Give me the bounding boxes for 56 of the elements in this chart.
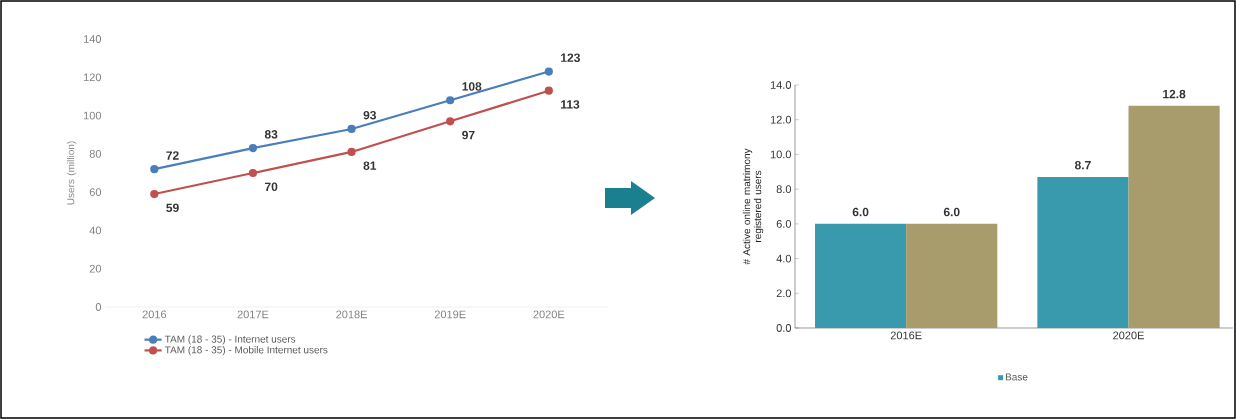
- point: [544, 86, 553, 95]
- point: [446, 96, 455, 105]
- bar: [815, 223, 907, 328]
- legend-label: TAM (18 - 35) - Internet users: [164, 335, 296, 345]
- y-tick-label: 0: [95, 303, 102, 311]
- point: [150, 165, 159, 174]
- y-tick-label: 10.0: [770, 150, 792, 159]
- data-label: 12.8: [1163, 89, 1186, 99]
- x-tick-label: 2020E: [1113, 331, 1144, 340]
- y-tick-label: 4.0: [776, 254, 792, 263]
- y-tick-label: 140: [83, 35, 102, 43]
- data-label: 83: [264, 130, 278, 139]
- x-tick-label: 2020E: [533, 310, 565, 319]
- data-label: 6.0: [943, 207, 960, 217]
- x-tick-label: 2016: [142, 310, 167, 319]
- y-tick-label: 40: [89, 226, 102, 235]
- point: [347, 147, 356, 157]
- y-tick-label: 0.0: [776, 324, 792, 332]
- point: [347, 124, 356, 134]
- bar: [1128, 105, 1220, 328]
- y-tick-label: 12.0: [770, 115, 792, 124]
- y-tick-label: 2.0: [776, 289, 792, 298]
- data-label: 123: [561, 53, 580, 63]
- x-tick-label: 2019E: [434, 310, 466, 319]
- x-tick-label: 2018E: [336, 310, 367, 319]
- data-label: 8.7: [1074, 160, 1091, 170]
- x-tick-label: 2016E: [890, 331, 922, 340]
- x-tick-label: 2017E: [237, 310, 269, 319]
- y-tick-label: 20: [89, 264, 102, 273]
- data-label: 113: [561, 100, 580, 109]
- y-tick-label: 60: [89, 188, 102, 197]
- point: [248, 144, 258, 153]
- data-label: 108: [462, 82, 482, 91]
- bar: [1037, 176, 1129, 328]
- data-label: 81: [363, 161, 377, 170]
- legend-label: Base: [1005, 373, 1028, 381]
- point: [150, 189, 159, 199]
- y-axis-title: # Active online matrimony registered users: [742, 148, 764, 265]
- y-tick-label: 80: [89, 149, 102, 158]
- data-label: 70: [265, 182, 278, 192]
- point: [248, 168, 258, 178]
- point: [446, 117, 455, 126]
- y-tick-label: 14.0: [770, 81, 792, 89]
- y-tick-label: 100: [83, 111, 102, 120]
- y-axis-title: Users (million): [66, 141, 77, 205]
- data-label: 59: [166, 203, 179, 213]
- y-tick-label: 8.0: [776, 185, 792, 194]
- data-label: 93: [363, 110, 377, 120]
- y-tick-label: 120: [83, 73, 102, 82]
- point: [544, 67, 553, 76]
- legend-label: TAM (18 - 35) - Mobile Internet users: [164, 346, 328, 356]
- y-tick-label: 6.0: [776, 219, 792, 228]
- bar: [906, 223, 998, 328]
- data-label: 6.0: [852, 207, 869, 217]
- data-label: 72: [166, 151, 179, 160]
- data-label: 97: [462, 130, 475, 140]
